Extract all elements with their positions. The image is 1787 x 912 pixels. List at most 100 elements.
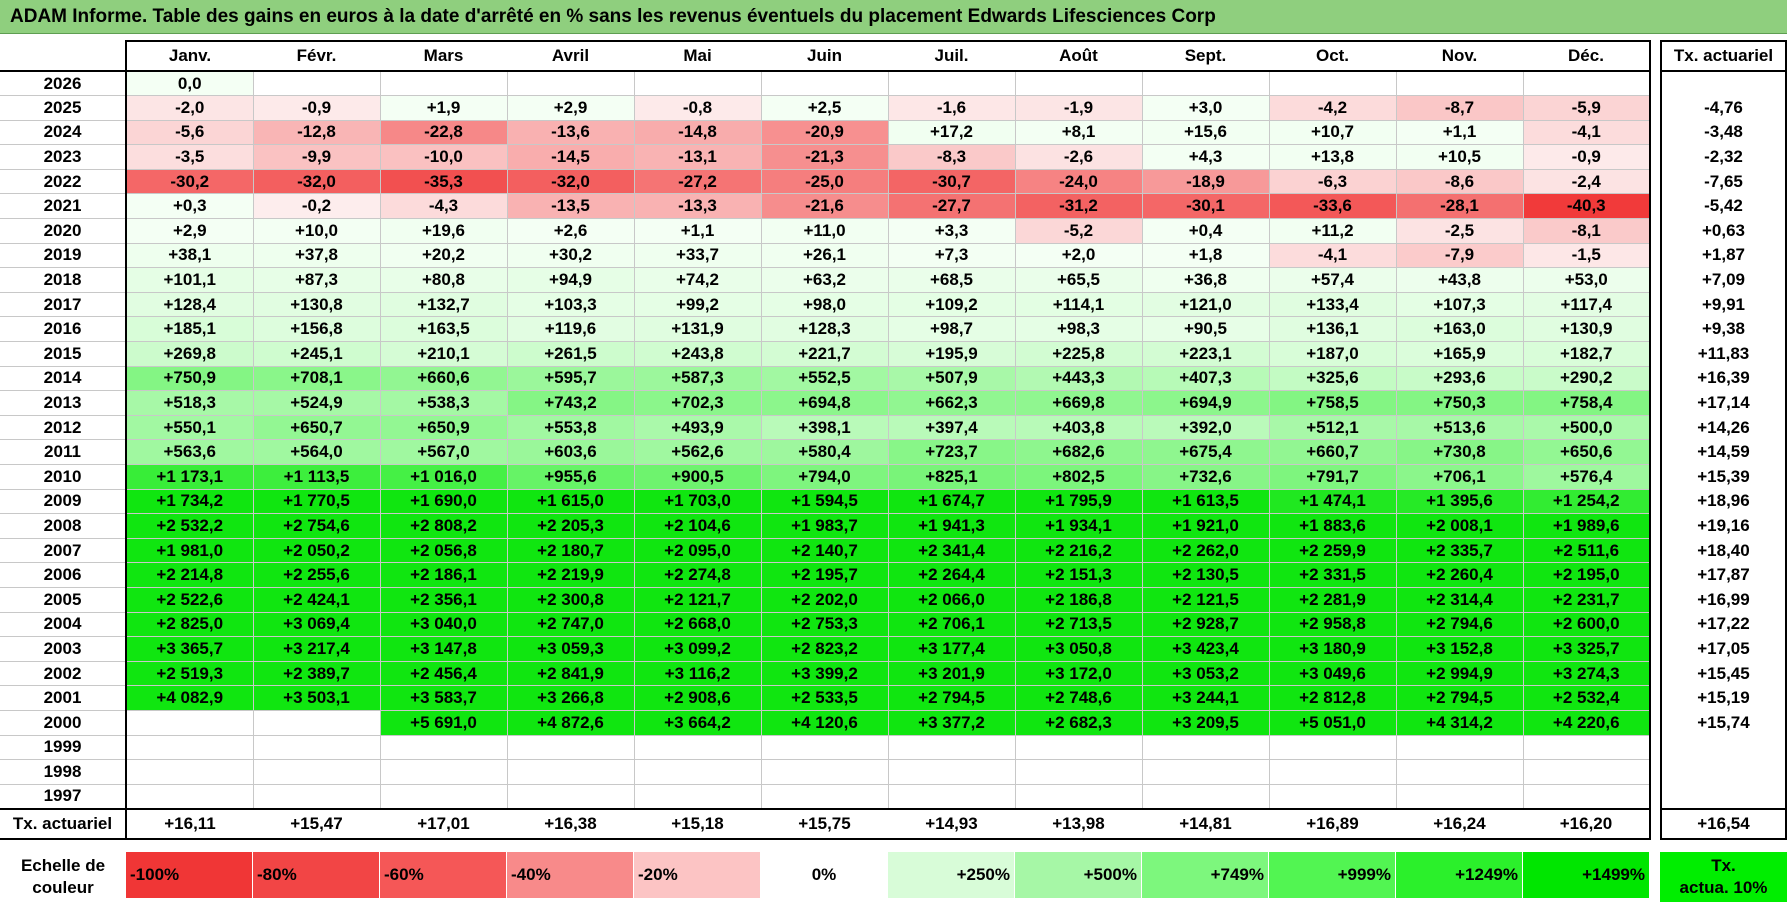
- gain-cell: +7,3: [887, 242, 1016, 269]
- gain-cell: +1 594,5: [760, 488, 889, 515]
- gain-cell: +3,0: [1141, 95, 1270, 121]
- gain-cell: +603,6: [506, 439, 635, 465]
- gain-cell: [125, 759, 254, 785]
- gain-cell: +1 795,9: [1014, 488, 1143, 515]
- gain-cell: +98,0: [760, 291, 889, 318]
- annual-rate-cell: +19,16: [1660, 513, 1787, 539]
- gain-cell: [1141, 783, 1270, 810]
- gain-cell: -33,6: [1268, 193, 1397, 220]
- gain-cell: +2 456,4: [379, 660, 508, 687]
- gain-cell: -3,5: [125, 144, 254, 170]
- gain-cell: +2 424,1: [252, 586, 381, 613]
- legend-target-rate: Tx. actua. 10%: [1660, 852, 1787, 902]
- gain-cell: +10,7: [1268, 119, 1397, 146]
- gain-cell: +3 583,7: [379, 685, 508, 711]
- gain-cell: +223,1: [1141, 341, 1270, 367]
- gain-cell: +290,2: [1522, 365, 1651, 392]
- annual-rate-cell: +17,14: [1660, 390, 1787, 416]
- year-label: 2018: [0, 267, 127, 293]
- gain-cell: +195,9: [887, 341, 1016, 367]
- gain-cell: +130,8: [252, 291, 381, 318]
- gain-cell: -1,9: [1014, 95, 1143, 121]
- table-row: 2003 +3 365,7 +3 217,4 +3 147,8 +3 059,3 +3 0…: [0, 636, 1651, 662]
- gain-cell: -35,3: [379, 168, 508, 195]
- gain-cell: +117,4: [1522, 291, 1651, 318]
- gain-cell: +0,4: [1141, 218, 1270, 244]
- table-row: 2009 +1 734,2 +1 770,5 +1 690,0 +1 615,0 +1 7…: [0, 488, 1651, 515]
- gain-cell: +2 713,5: [1014, 611, 1143, 638]
- gain-cell: +2,9: [125, 218, 254, 244]
- gain-cell: +37,8: [252, 242, 381, 269]
- gains-table: Janv. Févr. Mars Avril Mai Juin Juil. Août Sept.…: [0, 40, 1651, 840]
- gain-cell: +163,0: [1395, 316, 1524, 343]
- gain-cell: +163,5: [379, 316, 508, 343]
- gain-cell: +1 734,2: [125, 488, 254, 515]
- gain-cell: +131,9: [633, 316, 762, 343]
- gain-cell: +210,1: [379, 341, 508, 367]
- gain-cell: +403,8: [1014, 414, 1143, 441]
- gain-cell: +94,9: [506, 267, 635, 293]
- gain-cell: +4 872,6: [506, 709, 635, 736]
- gain-cell: -27,7: [887, 193, 1016, 220]
- gain-cell: +3 180,9: [1268, 636, 1397, 662]
- gain-cell: +1 941,3: [887, 513, 1016, 539]
- gain-cell: +3 069,4: [252, 611, 381, 638]
- legend-label-line2: couleur: [32, 878, 94, 897]
- gain-cell: +130,9: [1522, 316, 1651, 343]
- gain-cell: +1 474,1: [1268, 488, 1397, 515]
- year-label: 2000: [0, 709, 127, 736]
- gain-cell: +1,1: [633, 218, 762, 244]
- year-label: 2004: [0, 611, 127, 638]
- gain-cell: -30,1: [1141, 193, 1270, 220]
- gain-cell: +156,8: [252, 316, 381, 343]
- monthly-annual-rate: +17,01: [380, 807, 507, 840]
- gain-cell: +3 377,2: [887, 709, 1016, 736]
- table-row: 2007 +1 981,0 +2 050,2 +2 056,8 +2 180,7 +2 0…: [0, 537, 1651, 564]
- legend-swatch: +1249%: [1396, 852, 1522, 898]
- gain-cell: +2 195,0: [1522, 562, 1651, 588]
- gain-cell: +2 300,8: [506, 586, 635, 613]
- annual-rate-cell: +9,38: [1660, 316, 1787, 342]
- gain-cell: -21,3: [760, 144, 889, 170]
- gain-cell: +3 099,2: [633, 636, 762, 662]
- gain-cell: -31,2: [1014, 193, 1143, 220]
- gain-cell: +109,2: [887, 291, 1016, 318]
- table-row: 2022 -30,2 -32,0 -35,3 -32,0 -27,2 -25,0 -30,7-…: [0, 168, 1651, 195]
- legend-target-line2: actua. 10%: [1679, 878, 1768, 897]
- gain-cell: -24,0: [1014, 168, 1143, 195]
- gain-cell: +706,1: [1395, 464, 1524, 490]
- gain-cell: -1,6: [887, 95, 1016, 121]
- legend-swatch: +500%: [1015, 852, 1141, 898]
- gain-cell: +2 532,2: [125, 513, 254, 539]
- legend-label: Echelle de couleur: [0, 850, 126, 904]
- gain-cell: +2 794,5: [887, 685, 1016, 711]
- gain-cell: [887, 70, 1016, 97]
- gain-cell: +5 051,0: [1268, 709, 1397, 736]
- gain-cell: +261,5: [506, 341, 635, 367]
- gain-cell: -18,9: [1141, 168, 1270, 195]
- monthly-annual-rate: +15,75: [761, 807, 888, 840]
- gain-cell: +2 341,4: [887, 537, 1016, 564]
- gain-cell: +4 314,2: [1395, 709, 1524, 736]
- year-label: 2001: [0, 685, 127, 711]
- gain-cell: [1014, 759, 1143, 785]
- year-label: 2002: [0, 660, 127, 687]
- gain-cell: +669,8: [1014, 390, 1143, 416]
- annual-rate-cell: +17,22: [1660, 612, 1787, 637]
- gain-cell: +2 186,8: [1014, 586, 1143, 613]
- gain-cell: [379, 734, 508, 761]
- gain-cell: -9,9: [252, 144, 381, 170]
- gain-cell: +587,3: [633, 365, 762, 392]
- gain-cell: +512,1: [1268, 414, 1397, 441]
- gain-cell: -8,3: [887, 144, 1016, 170]
- table-row: 1997: [0, 783, 1651, 810]
- gain-cell: +2 753,3: [760, 611, 889, 638]
- gain-cell: +13,8: [1268, 144, 1397, 170]
- gain-cell: +1 989,6: [1522, 513, 1651, 539]
- gain-cell: +2 519,3: [125, 660, 254, 687]
- gain-cell: +650,6: [1522, 439, 1651, 465]
- gain-cell: +562,6: [633, 439, 762, 465]
- gain-cell: +398,1: [760, 414, 889, 441]
- annual-rate-cell: [1660, 759, 1787, 785]
- gain-cell: +43,8: [1395, 267, 1524, 293]
